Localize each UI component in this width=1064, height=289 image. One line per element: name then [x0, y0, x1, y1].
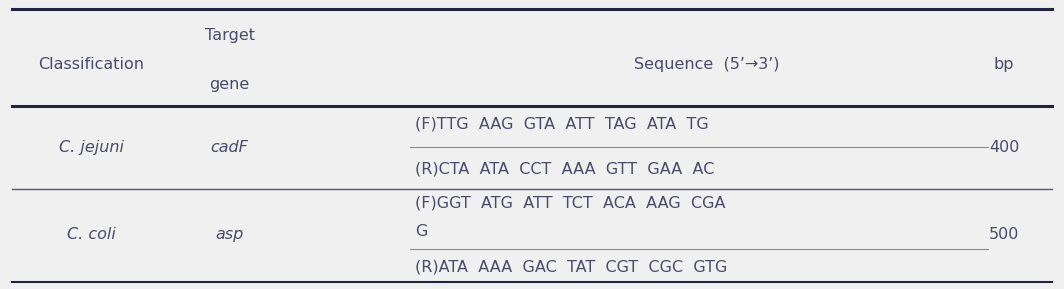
Text: 500: 500	[990, 227, 1019, 242]
Text: bp: bp	[994, 57, 1014, 72]
Text: cadF: cadF	[211, 140, 249, 155]
Text: (R)ATA  AAA  GAC  TAT  CGT  CGC  GTG: (R)ATA AAA GAC TAT CGT CGC GTG	[415, 260, 728, 275]
Text: C. jejuni: C. jejuni	[60, 140, 124, 155]
Text: 400: 400	[990, 140, 1019, 155]
Text: (F)TTG  AAG  GTA  ATT  TAG  ATA  TG: (F)TTG AAG GTA ATT TAG ATA TG	[415, 117, 709, 132]
Text: C. coli: C. coli	[67, 227, 116, 242]
Text: Target: Target	[204, 28, 254, 43]
Text: G: G	[415, 224, 428, 239]
Text: asp: asp	[215, 227, 244, 242]
Text: Classification: Classification	[38, 57, 145, 72]
Text: (R)CTA  ATA  CCT  AAA  GTT  GAA  AC: (R)CTA ATA CCT AAA GTT GAA AC	[415, 161, 715, 176]
Text: gene: gene	[210, 77, 250, 92]
Text: (F)GGT  ATG  ATT  TCT  ACA  AAG  CGA: (F)GGT ATG ATT TCT ACA AAG CGA	[415, 196, 726, 211]
Text: Sequence  (5’→3’): Sequence (5’→3’)	[634, 57, 780, 72]
